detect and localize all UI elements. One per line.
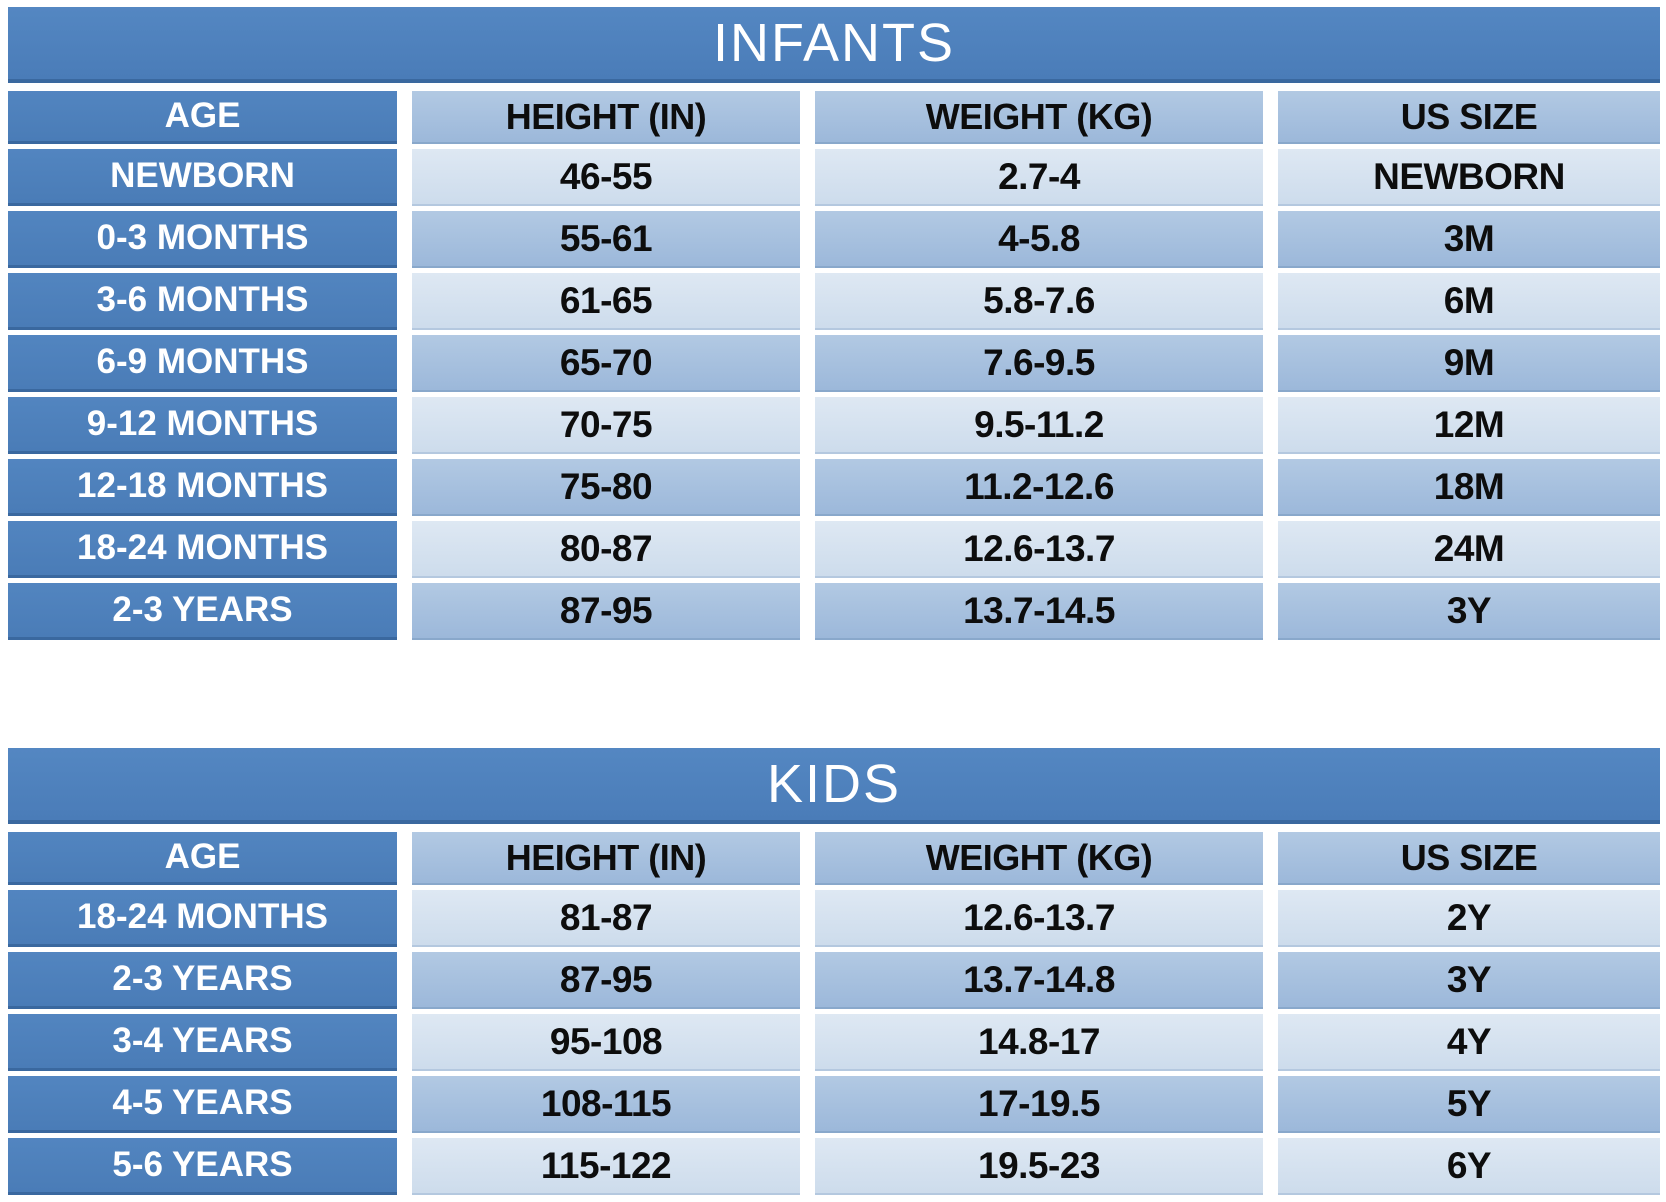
value-cell-weight-kg-row-1: 13.7-14.8 [815, 952, 1263, 1009]
value-cell-height-in-row-1: 55-61 [412, 211, 800, 268]
kids-table: AGE HEIGHT (IN) WEIGHT (KG) US SIZE 18-24 MO… [8, 832, 1660, 1195]
row-label-cell-12-18-months: 12-18 MONTHS [8, 459, 397, 516]
value-cell-height-in-row-2: 61-65 [412, 273, 800, 330]
value-cell-height-in-row-5: 75-80 [412, 459, 800, 516]
value-cell-height-in-row-1: 87-95 [412, 952, 800, 1009]
value-cell-height-in-row-7: 87-95 [412, 583, 800, 640]
value-cell-weight-kg-row-7: 13.7-14.5 [815, 583, 1263, 640]
value-cell-us-size-row-0: 2Y [1278, 890, 1660, 947]
value-cell-weight-kg-row-3: 7.6-9.5 [815, 335, 1263, 392]
value-cell-height-in-row-6: 80-87 [412, 521, 800, 578]
value-cell-us-size-row-1: 3M [1278, 211, 1660, 268]
row-label-cell-2-3-years: 2-3 YEARS [8, 952, 397, 1009]
row-label-cell-2-3-years: 2-3 YEARS [8, 583, 397, 640]
value-cell-weight-kg-row-3: 17-19.5 [815, 1076, 1263, 1133]
kids-section: KIDS AGE HEIGHT (IN) WEIGHT (KG) US SIZE 18-… [8, 748, 1660, 1195]
value-cell-height-in-row-4: 115-122 [412, 1138, 800, 1195]
row-label-cell-0-3-months: 0-3 MONTHS [8, 211, 397, 268]
row-label-cell-5-6-years: 5-6 YEARS [8, 1138, 397, 1195]
kids-title: KIDS [8, 748, 1660, 824]
value-cell-us-size-row-3: 5Y [1278, 1076, 1660, 1133]
value-cell-us-size-row-4: 6Y [1278, 1138, 1660, 1195]
row-label-cell-3-6-months: 3-6 MONTHS [8, 273, 397, 330]
row-label-cell-6-9-months: 6-9 MONTHS [8, 335, 397, 392]
value-cell-us-size-row-2: 6M [1278, 273, 1660, 330]
value-cell-us-size-row-4: 12M [1278, 397, 1660, 454]
value-cell-us-size-row-0: NEWBORN [1278, 149, 1660, 206]
value-cell-us-size-row-2: 4Y [1278, 1014, 1660, 1071]
value-cell-weight-kg-row-1: 4-5.8 [815, 211, 1263, 268]
value-cell-weight-kg-row-4: 19.5-23 [815, 1138, 1263, 1195]
value-cell-us-size-row-3: 9M [1278, 335, 1660, 392]
value-cell-weight-kg-row-0: 2.7-4 [815, 149, 1263, 206]
row-label-cell-3-4-years: 3-4 YEARS [8, 1014, 397, 1071]
value-cell-weight-kg-row-6: 12.6-13.7 [815, 521, 1263, 578]
infants-section: INFANTS AGE HEIGHT (IN) WEIGHT (KG) US SIZE… [8, 7, 1660, 640]
value-cell-weight-kg-row-4: 9.5-11.2 [815, 397, 1263, 454]
value-cell-weight-kg-row-0: 12.6-13.7 [815, 890, 1263, 947]
header-cell-weight-kg: WEIGHT (KG) [815, 91, 1263, 144]
row-label-cell-18-24-months: 18-24 MONTHS [8, 521, 397, 578]
value-cell-us-size-row-5: 18M [1278, 459, 1660, 516]
value-cell-height-in-row-2: 95-108 [412, 1014, 800, 1071]
row-label-cell-18-24-months: 18-24 MONTHS [8, 890, 397, 947]
header-cell-us-size: US SIZE [1278, 832, 1660, 885]
value-cell-height-in-row-3: 108-115 [412, 1076, 800, 1133]
infants-table: AGE HEIGHT (IN) WEIGHT (KG) US SIZE NEWBORN 4… [8, 91, 1660, 640]
value-cell-height-in-row-0: 46-55 [412, 149, 800, 206]
header-cell-age: AGE [8, 832, 397, 885]
value-cell-height-in-row-0: 81-87 [412, 890, 800, 947]
value-cell-us-size-row-6: 24M [1278, 521, 1660, 578]
value-cell-weight-kg-row-2: 14.8-17 [815, 1014, 1263, 1071]
infants-title: INFANTS [8, 7, 1660, 83]
row-label-cell-newborn: NEWBORN [8, 149, 397, 206]
value-cell-height-in-row-3: 65-70 [412, 335, 800, 392]
value-cell-weight-kg-row-5: 11.2-12.6 [815, 459, 1263, 516]
row-label-cell-4-5-years: 4-5 YEARS [8, 1076, 397, 1133]
value-cell-us-size-row-7: 3Y [1278, 583, 1660, 640]
header-cell-height-in: HEIGHT (IN) [412, 832, 800, 885]
header-cell-us-size: US SIZE [1278, 91, 1660, 144]
value-cell-us-size-row-1: 3Y [1278, 952, 1660, 1009]
header-cell-height-in: HEIGHT (IN) [412, 91, 800, 144]
value-cell-weight-kg-row-2: 5.8-7.6 [815, 273, 1263, 330]
value-cell-height-in-row-4: 70-75 [412, 397, 800, 454]
header-cell-age: AGE [8, 91, 397, 144]
header-cell-weight-kg: WEIGHT (KG) [815, 832, 1263, 885]
section-spacer [8, 640, 1660, 748]
row-label-cell-9-12-months: 9-12 MONTHS [8, 397, 397, 454]
